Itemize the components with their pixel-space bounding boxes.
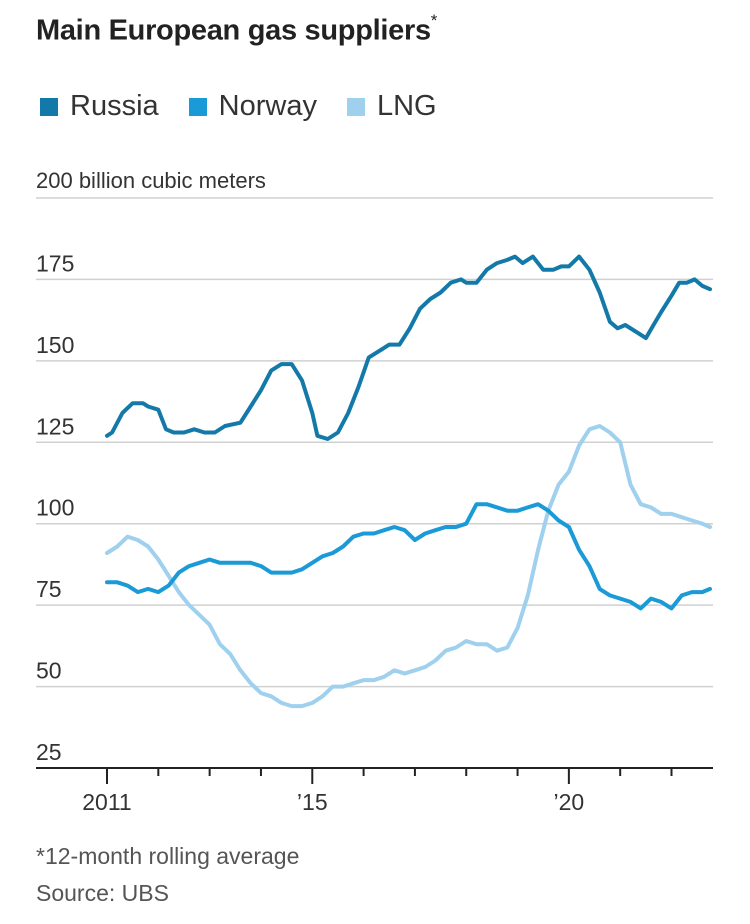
legend-label-russia: Russia [70, 90, 159, 122]
series-line-russia [105, 254, 712, 441]
chart-title-text: Main European gas suppliers [36, 14, 431, 47]
x-tick-label: ’20 [554, 789, 585, 815]
legend-label-lng: LNG [376, 90, 437, 122]
series-line-lng [105, 424, 712, 709]
legend-item-russia: Russia [40, 90, 159, 123]
x-tick-label: ’15 [297, 789, 328, 815]
chart-title: Main European gas suppliers* [36, 11, 438, 48]
source-note: Source: UBS [36, 880, 169, 906]
legend-swatch-norway [188, 97, 207, 116]
title-footnote-marker: * [430, 11, 438, 30]
footnote: *12-month rolling average [36, 843, 300, 869]
y-tick-label: 175 [36, 250, 74, 276]
legend-swatch-lng [346, 97, 365, 116]
y-tick-label: 125 [36, 413, 74, 439]
x-tick-label: 2011 [82, 789, 131, 815]
y-tick-label: 75 [36, 576, 62, 602]
legend-label-norway: Norway [218, 90, 317, 122]
legend-item-lng: LNG [346, 90, 437, 123]
series-line-norway [105, 502, 712, 611]
y-tick-label: 25 [36, 739, 62, 765]
y-axis-unit-label: 200 billion cubic meters [36, 168, 266, 193]
legend-swatch-russia [40, 97, 58, 116]
y-tick-label: 50 [36, 658, 62, 684]
y-tick-label: 100 [36, 495, 74, 521]
y-tick-label: 150 [36, 332, 74, 358]
chart-legend: Russia Norway LNG [40, 90, 467, 123]
legend-item-norway: Norway [188, 90, 317, 123]
